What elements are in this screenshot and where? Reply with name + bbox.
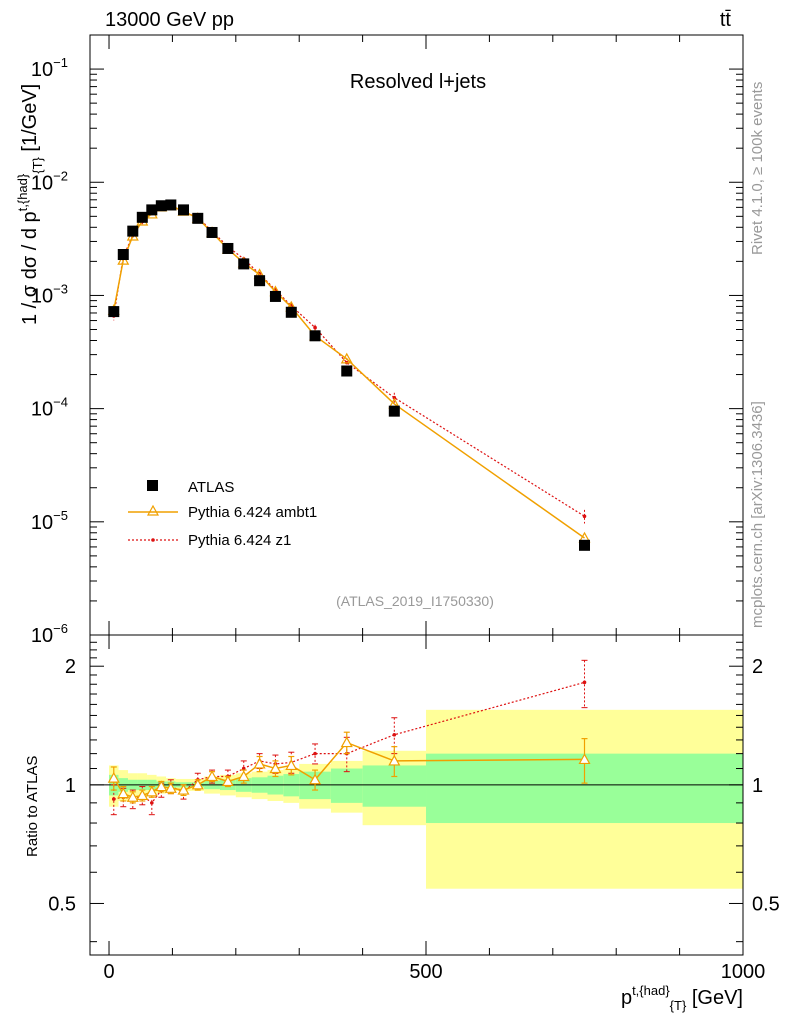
z1-ratio-point: [150, 801, 154, 805]
y-tick-exponent: −1: [53, 55, 68, 70]
ambt1-ratio-point: [285, 759, 298, 771]
z1-ratio-point: [111, 797, 116, 801]
y-tick-exponent: −5: [53, 508, 68, 523]
ambt1-ratio-point: [117, 787, 130, 799]
atlas-point: [146, 204, 158, 216]
ambt1-ratio-point: [206, 770, 219, 782]
atlas-point: [108, 306, 120, 318]
legend-ambt1-marker: [146, 504, 160, 516]
legend-atlas-marker: [147, 480, 158, 491]
y-tick-label: 10−1: [31, 55, 68, 81]
ambt1-ratio-point: [340, 736, 353, 748]
legend-z1-label: Pythia 6.424 z1: [188, 532, 291, 549]
ambt1-ratio-point: [578, 753, 591, 765]
z1-ratio-point: [313, 751, 317, 756]
y-axis-label: 1 / σ dσ / d pt,{had}{T} [1/GeV]: [15, 84, 45, 325]
atlas-point: [309, 330, 321, 342]
process-label: tt̄: [720, 9, 732, 31]
inner-band: [330, 768, 363, 803]
main-panel: 10−610−510−410−310−210−1 Resolved l+jets…: [15, 34, 744, 647]
x-tick-label: 500: [409, 961, 442, 983]
atlas-point: [192, 212, 204, 224]
ambt1-ratio-point: [237, 770, 250, 782]
x-axis-label: pt,{had}{T} [GeV]: [621, 983, 743, 1013]
y-tick-label: 10−4: [31, 395, 68, 421]
ambt1-ratio-point: [107, 771, 120, 783]
atlas-point: [178, 204, 190, 216]
rivet-label: Rivet 4.1.0, ≥ 100k events: [749, 82, 766, 255]
atlas-point: [222, 242, 234, 254]
ambt1-ratio-point: [136, 789, 149, 801]
x-tick-label: 1000: [721, 961, 766, 983]
ambt1-ratio-point: [145, 785, 158, 797]
ambt1-ratio-point: [221, 775, 234, 787]
ratio-panel: 0.5 0.5 1 1 2 2 0 500 1000 Ratio to ATLAS: [24, 634, 780, 983]
ambt1-ratio-point: [164, 782, 177, 793]
y-tick-label: 10−6: [31, 621, 68, 647]
atlas-point: [165, 199, 177, 211]
legend-atlas-label: ATLAS: [188, 479, 234, 496]
atlas-point: [155, 200, 167, 212]
atlas-point: [127, 225, 139, 237]
ambt1-point: [340, 352, 353, 364]
legend-z1-marker: [151, 538, 155, 542]
legend-ambt1-label: Pythia 6.424 ambt1: [188, 504, 317, 521]
energy-label: 13000 GeV pp: [105, 9, 234, 31]
ambt1-ratio-point: [269, 762, 282, 774]
ambt1-ratio-point: [155, 780, 168, 792]
atlas-point: [285, 306, 297, 318]
ratio-frame: [89, 634, 744, 956]
z1-ratio-point: [392, 732, 397, 737]
z1-ratio-point: [241, 766, 246, 771]
y-tick-exponent: −6: [53, 621, 68, 636]
atlas-point: [238, 258, 250, 270]
z1-point: [582, 514, 587, 519]
y-tick-exponent: −3: [53, 281, 68, 296]
ambt1-ratio-point: [177, 783, 190, 795]
ambt1-ratio-point: [126, 791, 139, 802]
atlas-point: [117, 249, 129, 261]
z1-point: [392, 395, 397, 400]
y-tick-label: 10−5: [31, 508, 68, 534]
z1-ratio-point: [582, 680, 587, 685]
ratio-tick-label-right: 0.5: [752, 893, 780, 915]
ratio-tick-label: 0.5: [48, 893, 76, 915]
atlas-point: [388, 405, 400, 417]
ratio-tick-label-right: 1: [752, 775, 763, 797]
y-tick-exponent: −4: [53, 395, 68, 410]
ambt1-ratio-point: [309, 773, 322, 785]
ratio-tick-label: 1: [65, 775, 76, 797]
atlas-point: [136, 211, 148, 223]
atlas-point: [579, 539, 591, 551]
z1-point: [313, 325, 317, 330]
ratio-y-label: Ratio to ATLAS: [24, 756, 41, 857]
atlas-point: [206, 226, 218, 238]
ambt1-ratio-point: [388, 754, 401, 766]
atlas-point: [269, 290, 281, 302]
atlas-point: [341, 365, 353, 377]
x-tick-label: 0: [103, 961, 114, 983]
ambt1-ratio-point: [253, 757, 266, 769]
legend: ATLAS Pythia 6.424 ambt1 Pythia 6.424 z1: [128, 479, 317, 549]
ratio-tick-label: 2: [65, 656, 76, 678]
watermark: (ATLAS_2019_I1750330): [336, 593, 494, 609]
chart-title: Resolved l+jets: [350, 71, 486, 93]
mcplots-label: mcplots.cern.ch [arXiv:1306.3436]: [749, 401, 766, 628]
ratio-tick-label-right: 2: [752, 656, 763, 678]
atlas-point: [254, 275, 266, 287]
ambt1-ratio-point: [191, 778, 204, 790]
y-tick-exponent: −2: [53, 168, 68, 183]
